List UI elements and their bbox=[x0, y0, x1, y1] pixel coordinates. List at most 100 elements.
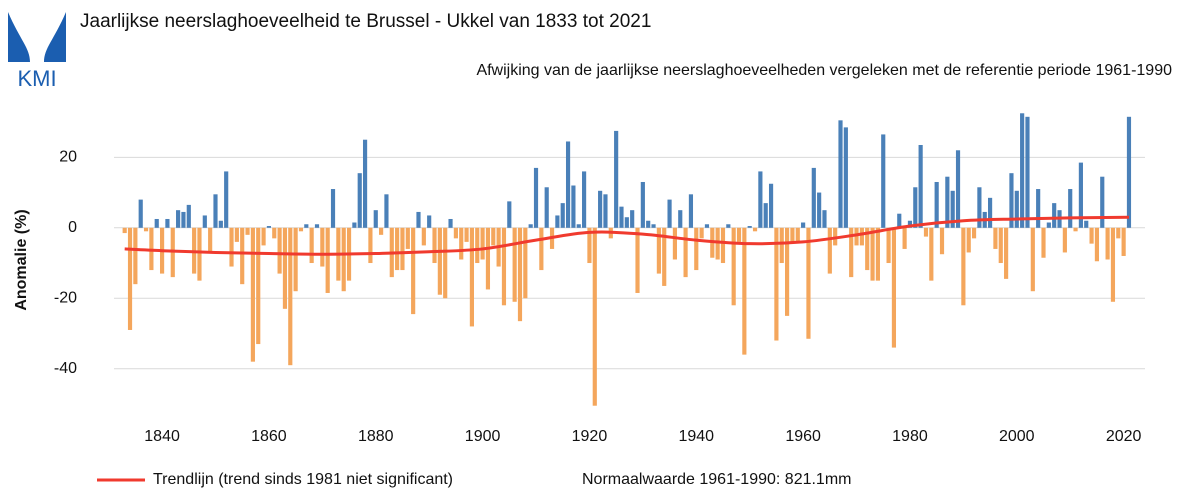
bar bbox=[1116, 227, 1121, 239]
bar bbox=[432, 227, 437, 264]
bar bbox=[742, 227, 747, 355]
bar bbox=[704, 224, 710, 228]
bar bbox=[715, 227, 720, 260]
bar bbox=[865, 227, 870, 271]
bar bbox=[694, 227, 699, 271]
bar bbox=[411, 227, 416, 315]
bar bbox=[405, 227, 410, 249]
bar bbox=[1105, 227, 1110, 260]
bar bbox=[218, 220, 223, 228]
x-tick-label: 1840 bbox=[144, 428, 180, 445]
bar bbox=[443, 227, 448, 299]
bar bbox=[127, 227, 133, 330]
bar bbox=[667, 199, 672, 228]
bar bbox=[817, 192, 822, 228]
bar bbox=[1126, 116, 1132, 228]
bar bbox=[555, 215, 560, 228]
x-tick-label: 1940 bbox=[678, 428, 714, 445]
bar bbox=[646, 220, 651, 228]
bar bbox=[683, 227, 688, 278]
bar bbox=[790, 227, 795, 244]
bar bbox=[517, 227, 523, 322]
bar bbox=[758, 171, 763, 228]
x-tick-label: 2000 bbox=[999, 428, 1035, 445]
y-tick-label: 0 bbox=[68, 219, 77, 236]
bar bbox=[779, 227, 784, 264]
bar bbox=[250, 227, 255, 362]
bar bbox=[576, 224, 581, 228]
bar bbox=[154, 218, 159, 228]
bar bbox=[838, 120, 843, 228]
bar bbox=[699, 227, 704, 239]
bar bbox=[352, 222, 357, 228]
bar bbox=[1025, 116, 1030, 228]
bar bbox=[379, 227, 384, 235]
bar bbox=[774, 227, 779, 341]
bar bbox=[368, 227, 373, 264]
bar bbox=[961, 227, 966, 306]
x-tick-label: 1880 bbox=[358, 428, 394, 445]
bar bbox=[934, 181, 939, 228]
bar bbox=[197, 227, 202, 281]
logo-text: KMI bbox=[17, 66, 56, 91]
bar bbox=[977, 187, 982, 228]
bar bbox=[987, 197, 993, 228]
bar bbox=[747, 226, 752, 228]
bar bbox=[480, 227, 485, 260]
bar bbox=[971, 227, 977, 239]
bar bbox=[165, 218, 170, 228]
bar bbox=[309, 227, 314, 264]
y-tick-label: -20 bbox=[54, 289, 77, 306]
bar bbox=[1036, 189, 1041, 228]
bar bbox=[122, 227, 127, 234]
bar bbox=[469, 227, 474, 327]
bar bbox=[453, 227, 458, 239]
bar bbox=[891, 227, 897, 348]
bar bbox=[587, 227, 592, 264]
logo-shape bbox=[44, 12, 66, 62]
bar bbox=[827, 227, 832, 274]
bar bbox=[731, 227, 736, 306]
bar bbox=[801, 222, 806, 228]
bar bbox=[822, 210, 827, 228]
bar bbox=[768, 183, 774, 228]
logo-shape bbox=[8, 12, 30, 62]
bar bbox=[811, 167, 816, 228]
x-tick-label: 1960 bbox=[785, 428, 821, 445]
bar bbox=[176, 210, 181, 228]
x-tick-label: 1920 bbox=[572, 428, 608, 445]
bar bbox=[929, 227, 934, 281]
bar bbox=[544, 187, 549, 228]
bar bbox=[1121, 227, 1126, 256]
bar bbox=[678, 210, 683, 228]
bar bbox=[293, 227, 298, 292]
bar bbox=[635, 227, 640, 293]
bar bbox=[1004, 227, 1009, 279]
bar bbox=[1062, 227, 1067, 253]
bar bbox=[736, 227, 742, 242]
bar bbox=[224, 171, 229, 228]
bar bbox=[870, 227, 875, 281]
bar bbox=[1020, 113, 1025, 228]
bar bbox=[245, 227, 250, 235]
bar bbox=[795, 227, 800, 242]
bar bbox=[624, 217, 629, 228]
chart-subtitle: Afwijking van de jaarlijkse neerslaghoev… bbox=[476, 62, 1172, 79]
bar bbox=[341, 227, 346, 292]
bar bbox=[603, 194, 608, 228]
x-tick-label: 1980 bbox=[892, 428, 928, 445]
bar bbox=[421, 227, 426, 246]
bar bbox=[560, 203, 565, 228]
bar bbox=[143, 227, 149, 232]
bar bbox=[400, 227, 405, 271]
bar bbox=[950, 190, 955, 228]
bar bbox=[523, 227, 528, 299]
bar bbox=[208, 227, 213, 253]
bar bbox=[437, 227, 442, 295]
bar bbox=[362, 139, 368, 228]
bar bbox=[630, 210, 635, 228]
bar bbox=[475, 227, 480, 264]
bar bbox=[907, 220, 913, 228]
bar bbox=[507, 201, 512, 228]
bar bbox=[501, 227, 507, 306]
